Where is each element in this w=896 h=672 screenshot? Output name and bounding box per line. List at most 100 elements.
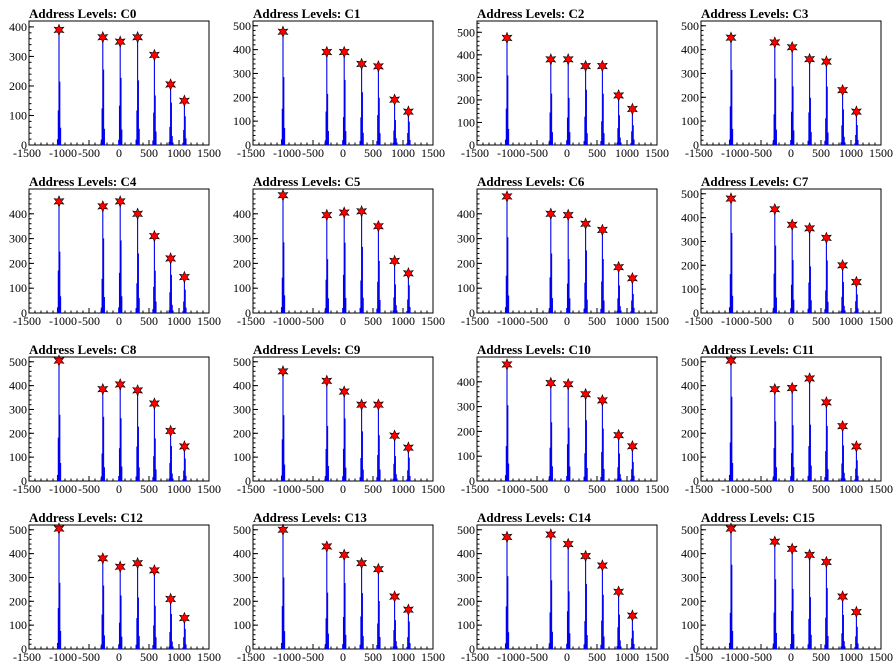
y-tick-label: 400: [457, 375, 475, 389]
x-tick-label: -500: [750, 482, 772, 496]
x-tick-label: 1000: [615, 482, 639, 496]
peak-marker: [725, 354, 737, 367]
peak-marker: [165, 424, 177, 438]
y-tick-label: 100: [9, 618, 27, 632]
y-tick-label: 200: [457, 93, 475, 107]
peak-marker: [545, 376, 557, 390]
x-tick-label: 500: [140, 146, 158, 160]
peak-marker: [769, 382, 781, 396]
peak-marker: [850, 605, 862, 619]
chart-panel: 0 100 200 300 400 500 -1500 -1000 -500 0 500 1000 15…: [672, 168, 896, 336]
peak-marker: [372, 562, 384, 576]
y-tick-label: 300: [457, 570, 475, 584]
x-tick-label: -1000: [273, 482, 301, 496]
peak-marker: [613, 585, 625, 599]
y-tick-label: 100: [9, 450, 27, 464]
y-tick-label: 400: [681, 211, 699, 225]
y-tick-label: 300: [457, 232, 475, 246]
peak-marker: [321, 540, 333, 553]
chart-title: Address Levels: C8: [29, 342, 137, 357]
x-tick-label: 1000: [615, 650, 639, 664]
peak-marker: [53, 354, 65, 367]
peak-marker: [97, 382, 109, 396]
x-tick-label: 1500: [869, 650, 893, 664]
x-tick-label: 500: [364, 482, 382, 496]
x-tick-label: -500: [750, 146, 772, 160]
x-tick-label: -1000: [273, 650, 301, 664]
y-tick-label: 200: [681, 258, 699, 272]
y-tick-label: 100: [681, 282, 699, 296]
peak-marker: [372, 398, 384, 412]
peak-marker: [277, 523, 289, 537]
peak-marker: [501, 31, 513, 45]
x-tick-label: 1000: [167, 314, 191, 328]
chart-title: Address Levels: C2: [477, 6, 585, 21]
chart-svg: 0 100 200 300 400 500 -1500 -1000 -500 0 500 1000 15…: [681, 522, 893, 664]
peak-marker: [501, 530, 513, 544]
chart-title: Address Levels: C9: [253, 342, 361, 357]
chart-title: Address Levels: C10: [477, 342, 591, 357]
x-tick-label: 500: [812, 650, 830, 664]
peak-marker: [545, 207, 557, 221]
chart-title: Address Levels: C11: [701, 342, 815, 357]
peak-marker: [804, 221, 816, 235]
peak-marker: [850, 440, 862, 453]
y-tick-label: 200: [457, 256, 475, 270]
chart-title: Address Levels: C0: [29, 6, 137, 21]
x-tick-label: -500: [750, 650, 772, 664]
x-tick-label: 500: [364, 146, 382, 160]
peak-marker: [132, 384, 144, 397]
x-tick-label: 500: [812, 314, 830, 328]
x-tick-label: -1000: [721, 650, 749, 664]
x-tick-label: -1500: [13, 146, 41, 160]
y-tick-label: 200: [233, 594, 251, 608]
x-tick-label: -500: [526, 146, 548, 160]
y-tick-label: 0: [245, 474, 251, 488]
chart-svg: 0 100 200 300 400 -1500 -1000 -500 0 500 1000 1500: [233, 188, 445, 328]
y-tick-label: 500: [9, 355, 27, 369]
peak-marker: [580, 549, 592, 563]
peak-marker: [613, 89, 625, 102]
peak-marker: [178, 270, 190, 284]
x-tick-label: -1500: [13, 314, 41, 328]
y-tick-label: 100: [457, 449, 475, 463]
chart-title: Address Levels: C3: [701, 6, 809, 21]
chart-title: Address Levels: C1: [253, 6, 361, 21]
x-tick-label: -1500: [237, 146, 265, 160]
x-tick-label: -500: [78, 146, 100, 160]
y-tick-label: 500: [681, 523, 699, 537]
peak-marker: [820, 55, 832, 68]
x-tick-label: 1000: [839, 146, 863, 160]
peak-marker: [277, 25, 289, 38]
peak-marker: [114, 35, 126, 49]
peak-marker: [769, 36, 781, 49]
peak-marker: [725, 31, 737, 45]
peak-marker: [53, 23, 65, 37]
y-tick-label: 400: [457, 207, 475, 221]
peak-marker: [580, 59, 592, 73]
peak-marker: [850, 275, 862, 289]
x-tick-label: 1500: [869, 482, 893, 496]
x-tick-label: 1000: [167, 650, 191, 664]
x-tick-label: 0: [564, 314, 570, 328]
peak-marker: [356, 57, 368, 71]
x-tick-label: 0: [788, 482, 794, 496]
y-tick-label: 400: [9, 20, 27, 34]
x-tick-label: -1500: [461, 650, 489, 664]
peak-marker: [804, 548, 816, 562]
y-tick-label: 100: [233, 450, 251, 464]
x-tick-label: -1000: [497, 146, 525, 160]
y-tick-label: 100: [457, 618, 475, 632]
y-tick-label: 100: [233, 618, 251, 632]
y-tick-label: 0: [21, 474, 27, 488]
x-tick-label: -1500: [685, 482, 713, 496]
x-tick-label: 1500: [645, 482, 669, 496]
y-tick-label: 0: [469, 306, 475, 320]
x-tick-label: -1500: [13, 650, 41, 664]
chart-title: Address Levels: C13: [253, 510, 367, 525]
x-tick-label: 500: [588, 650, 606, 664]
x-tick-label: 500: [812, 146, 830, 160]
y-tick-label: 300: [9, 570, 27, 584]
peak-marker: [402, 266, 414, 280]
x-tick-label: 0: [340, 482, 346, 496]
